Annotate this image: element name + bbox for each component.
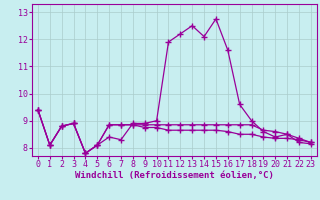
X-axis label: Windchill (Refroidissement éolien,°C): Windchill (Refroidissement éolien,°C) [75,171,274,180]
